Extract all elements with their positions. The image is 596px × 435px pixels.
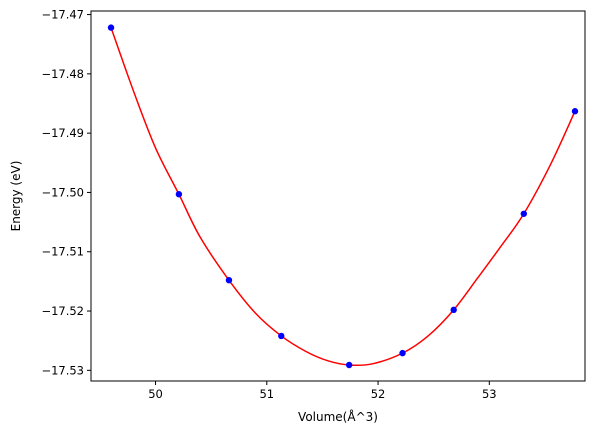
data-point-5 [345, 361, 353, 369]
data-point-6 [399, 349, 406, 357]
x-axis-label: Volume(Å^3) [298, 409, 378, 424]
y-tick-label-5: −17.51 [41, 245, 84, 259]
plot-area [107, 24, 579, 369]
data-point-9 [571, 108, 579, 115]
plot-frame [90, 10, 586, 382]
data-point-2 [175, 191, 183, 198]
y-tick-label-6: −17.52 [41, 304, 84, 318]
x-tick-label-51: 51 [259, 387, 274, 401]
data-point-3 [225, 277, 233, 284]
x-tick-label-52: 52 [371, 387, 386, 401]
data-point-4 [278, 332, 285, 340]
y-axis-label: Energy (eV) [9, 161, 23, 232]
y-tick-label-1: −17.47 [41, 8, 84, 22]
data-point-7 [450, 306, 457, 314]
y-tick-label-3: −17.49 [41, 126, 84, 140]
y-tick-label-4: −17.50 [41, 185, 84, 199]
axis-ticks: 50 51 52 53 −17.47 −17.48 −17.49 −17.50 −17.51 −1… [41, 8, 496, 401]
data-point-1 [107, 24, 115, 31]
data-point-8 [520, 210, 528, 217]
x-tick-label-50: 50 [148, 387, 163, 401]
x-tick-label-53: 53 [482, 387, 497, 401]
y-tick-label-7: −17.53 [41, 363, 84, 377]
y-tick-label-2: −17.48 [41, 67, 84, 81]
